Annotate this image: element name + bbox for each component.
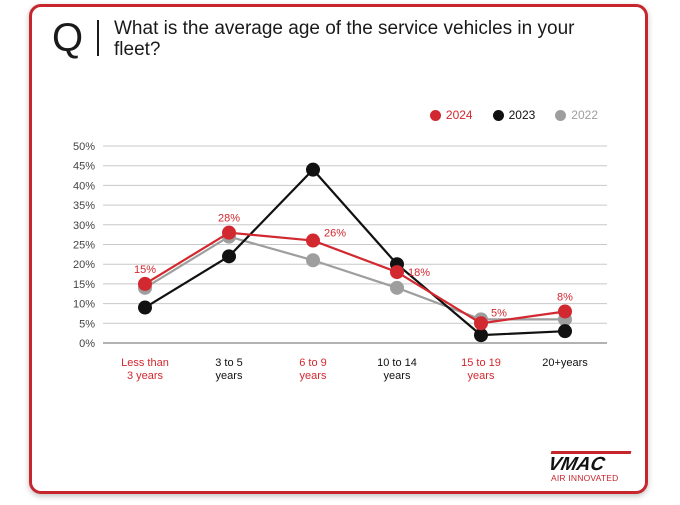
data-point-2024 (474, 316, 488, 331)
chart-legend: 2024 2023 2022 (429, 108, 598, 122)
data-point-2023 (222, 249, 236, 264)
y-tick-label: 30% (73, 220, 95, 232)
x-category-label: Less than (121, 357, 169, 369)
data-label-2024: 18% (408, 267, 430, 279)
legend-item-2023: 2023 (492, 108, 536, 122)
logo-wordmark: VMAC (546, 454, 607, 475)
series-line-2023 (144, 168, 566, 337)
y-tick-label: 45% (73, 161, 95, 173)
data-point-2024 (306, 233, 320, 248)
legend-label-2024: 2024 (445, 108, 473, 122)
y-tick-label: 5% (79, 318, 95, 330)
y-tick-label: 0% (79, 338, 95, 350)
series-line-2024 (144, 231, 566, 325)
data-label-2024: 15% (134, 264, 156, 276)
data-point-2023 (474, 328, 488, 343)
series-line-2022 (144, 235, 565, 321)
data-label-2024: 5% (491, 307, 507, 319)
x-category-label: 15 to 19 (461, 357, 501, 369)
x-category-label: years (468, 370, 495, 382)
data-point-2024 (222, 225, 236, 240)
data-label-2024: 8% (557, 291, 573, 303)
x-category-label: years (216, 370, 243, 382)
x-category-label: years (384, 370, 411, 382)
data-point-2022 (306, 253, 320, 268)
legend-dot-2023 (492, 109, 504, 121)
x-category-label: 6 to 9 (299, 357, 327, 369)
vmac-logo: VMAC (546, 451, 632, 475)
x-category-label: 20+years (542, 357, 588, 369)
y-tick-label: 40% (73, 180, 95, 192)
question-divider (97, 20, 99, 56)
legend-dot-2024 (429, 109, 441, 121)
y-tick-label: 15% (73, 279, 95, 291)
data-point-2024 (390, 265, 404, 280)
logo-tagline: AIR INNOVATED (551, 473, 619, 483)
y-tick-label: 35% (73, 200, 95, 212)
x-category-label: 3 years (127, 370, 164, 382)
legend-dot-2022 (555, 109, 567, 121)
data-point-2023 (558, 324, 572, 339)
question-letter: Q (52, 16, 84, 60)
data-label-2024: 28% (218, 213, 240, 225)
x-category-label: years (300, 370, 327, 382)
y-tick-label: 50% (73, 141, 95, 153)
data-point-2024 (138, 276, 152, 291)
data-point-2023 (306, 162, 320, 177)
data-point-2024 (558, 304, 572, 319)
legend-item-2022: 2022 (555, 108, 598, 122)
y-tick-label: 25% (73, 240, 95, 252)
y-tick-label: 10% (73, 299, 95, 311)
data-label-2024: 26% (324, 228, 346, 240)
x-category-label: 10 to 14 (377, 357, 417, 369)
legend-label-2022: 2022 (571, 108, 598, 122)
y-tick-label: 20% (73, 259, 95, 271)
data-point-2023 (138, 300, 152, 315)
legend-item-2024: 2024 (429, 108, 473, 122)
data-point-2022 (390, 280, 404, 295)
question-title: What is the average age of the service v… (114, 18, 575, 60)
legend-label-2023: 2023 (508, 108, 536, 122)
x-category-label: 3 to 5 (215, 357, 243, 369)
